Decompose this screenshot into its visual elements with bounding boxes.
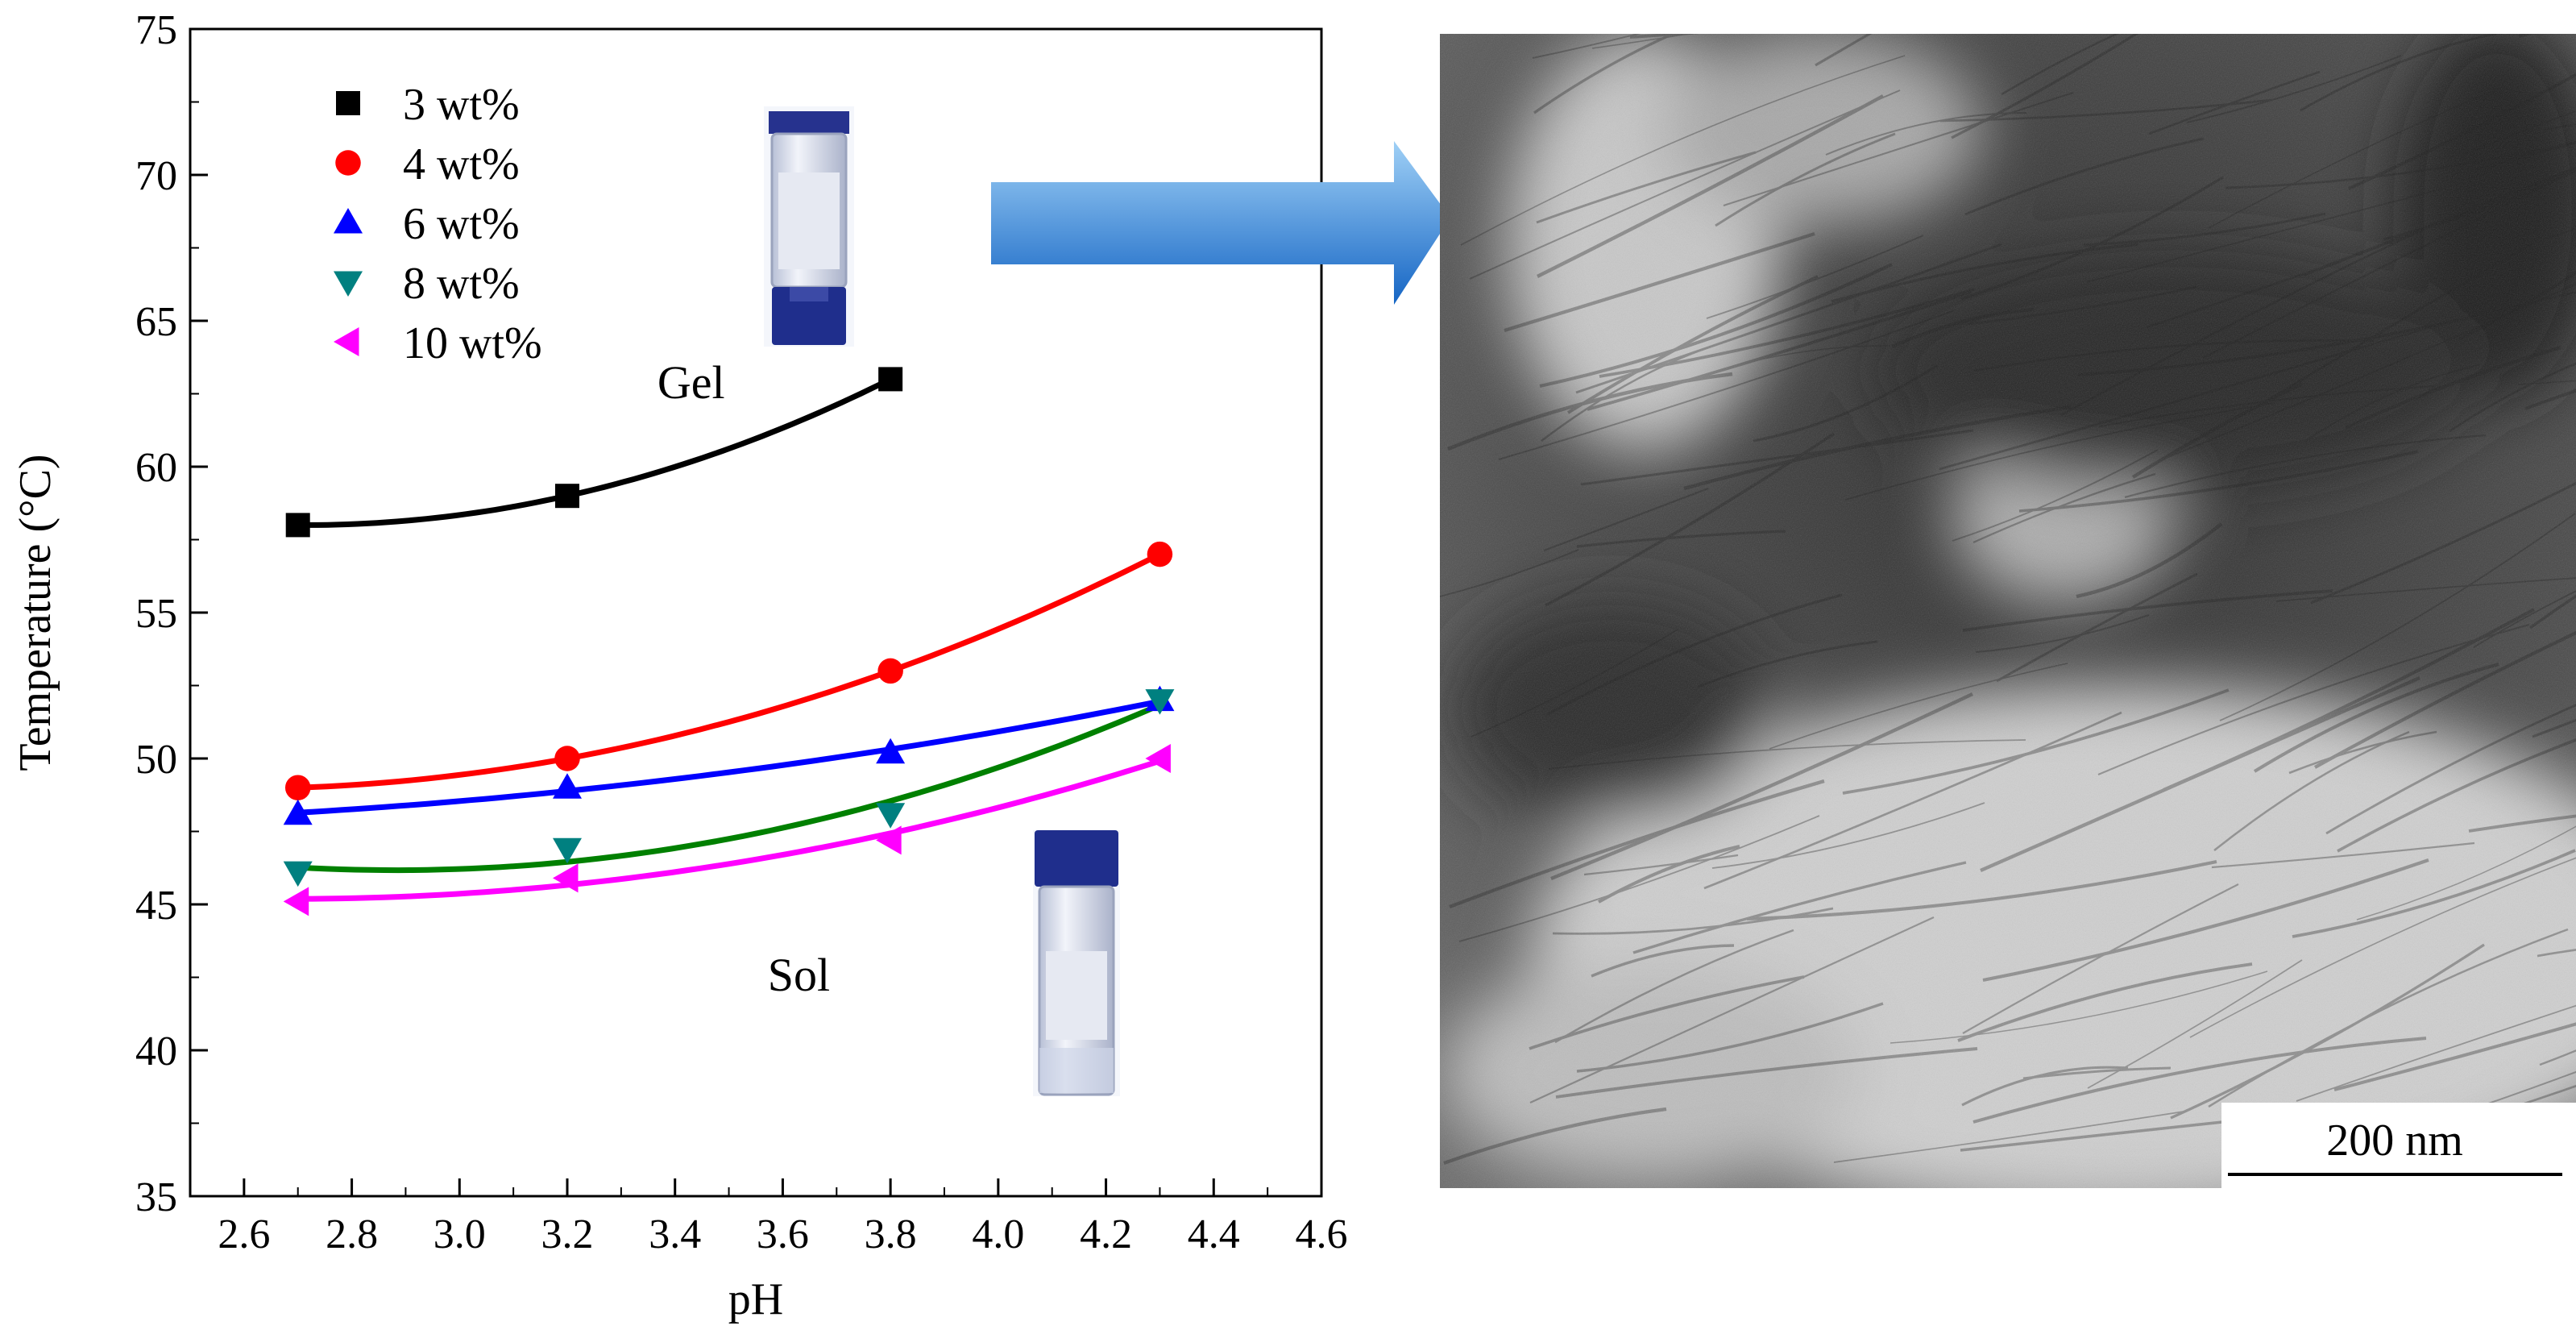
y-tick-label: 60 <box>135 445 177 491</box>
legend-marker <box>335 150 361 176</box>
data-point <box>1147 541 1173 567</box>
legend-label: 6 wt% <box>403 199 520 249</box>
data-markers <box>283 367 1175 916</box>
data-point <box>876 803 906 829</box>
data-point <box>553 863 579 893</box>
data-point <box>1145 689 1175 715</box>
legend-marker <box>336 91 360 115</box>
data-point <box>553 837 582 864</box>
x-tick-label: 4.2 <box>1080 1211 1132 1257</box>
tem-micrograph <box>1440 34 2576 1188</box>
y-axis-ticks: 35 40 45 50 55 60 65 70 75 <box>135 7 208 1220</box>
data-point <box>876 825 902 855</box>
legend-marker <box>334 271 363 297</box>
gel-vial-image <box>764 106 854 347</box>
y-tick-label: 40 <box>135 1029 177 1074</box>
legend-label: 4 wt% <box>403 139 520 189</box>
annotations: Gel Sol <box>657 356 830 1001</box>
annotation-label: Gel <box>657 356 725 409</box>
data-point <box>553 773 582 799</box>
y-tick-label: 50 <box>135 737 177 783</box>
y-tick-label: 35 <box>135 1174 177 1220</box>
y-tick-label: 75 <box>135 7 177 53</box>
fit-curve <box>297 758 1161 902</box>
fit-curve <box>297 551 1161 791</box>
x-axis-label: pH <box>728 1274 783 1324</box>
x-tick-label: 4.6 <box>1296 1211 1348 1257</box>
x-tick-label: 3.2 <box>541 1211 594 1257</box>
data-point <box>1145 744 1171 773</box>
y-tick-label: 45 <box>135 883 177 929</box>
sol-vial-image <box>1033 830 1120 1096</box>
data-point <box>877 658 903 684</box>
x-tick-label: 3.8 <box>865 1211 917 1257</box>
x-tick-label: 3.6 <box>757 1211 809 1257</box>
data-point <box>554 746 580 771</box>
data-point <box>876 738 906 764</box>
x-axis-ticks: 2.6 2.8 3.0 3.2 3.4 3.6 3.8 4.0 4.2 4.4 4.6 <box>189 1178 1348 1257</box>
data-point <box>285 513 310 538</box>
data-point <box>283 861 313 887</box>
scale-bar-label: 200 nm <box>2326 1116 2463 1166</box>
legend-label: 8 wt% <box>403 259 520 309</box>
y-tick-label: 55 <box>135 591 177 637</box>
legend-label: 10 wt% <box>403 318 542 368</box>
annotation-label: Sol <box>768 949 830 1001</box>
legend-label: 3 wt% <box>403 80 520 130</box>
y-tick-label: 65 <box>135 299 177 345</box>
fit-curve <box>297 376 892 528</box>
fit-curve <box>297 702 1161 874</box>
legend-marker <box>334 327 359 356</box>
data-point <box>878 367 903 392</box>
right-arrow <box>991 141 1450 305</box>
x-tick-label: 2.8 <box>326 1211 378 1257</box>
data-point <box>284 775 311 800</box>
fit-curves <box>297 376 1161 902</box>
legend-marker <box>334 208 363 234</box>
y-tick-label: 70 <box>135 153 177 199</box>
x-tick-label: 4.4 <box>1188 1211 1240 1257</box>
fit-curve <box>297 698 1161 816</box>
data-point <box>555 484 579 509</box>
x-tick-label: 3.0 <box>433 1211 486 1257</box>
x-tick-label: 2.6 <box>218 1211 270 1257</box>
x-tick-label: 3.4 <box>649 1211 701 1257</box>
y-axis-label: Temperature (°C) <box>10 454 60 771</box>
data-point <box>283 887 309 916</box>
x-tick-label: 4.0 <box>972 1211 1024 1257</box>
data-point <box>283 799 313 825</box>
legend: 3 wt% 4 wt% 6 wt% 8 wt% 10 wt% <box>334 80 542 368</box>
